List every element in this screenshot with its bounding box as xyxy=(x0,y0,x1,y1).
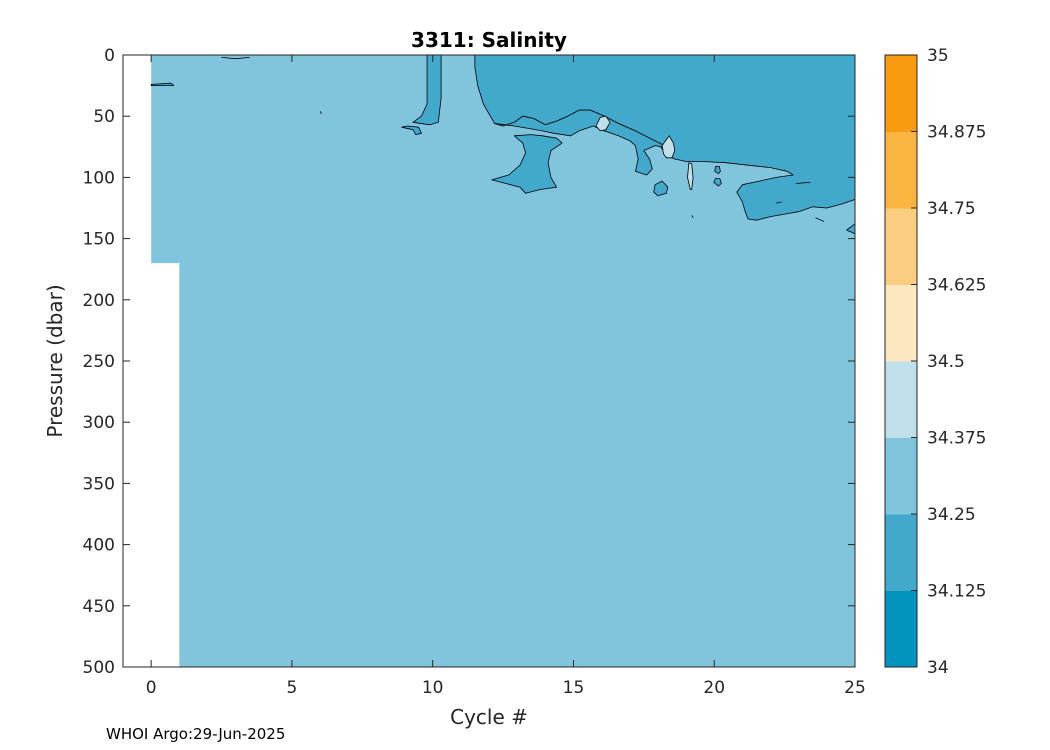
contour-region-3 xyxy=(412,55,442,126)
contour-line-4 xyxy=(815,217,825,222)
colorbar-tick-label: 34.75 xyxy=(927,199,976,219)
contour-line-0 xyxy=(221,57,250,60)
colorbar-swatch xyxy=(885,131,917,209)
y-tick-label: 250 xyxy=(83,352,115,372)
contour-region-7 xyxy=(401,125,422,136)
contour-line-2 xyxy=(795,181,811,184)
salinity-field xyxy=(151,55,855,667)
colorbar-tick-label: 34.25 xyxy=(927,505,976,525)
colorbar-swatch xyxy=(885,514,917,591)
contour-region-1 xyxy=(494,109,670,176)
chart-title: 3311: Salinity xyxy=(411,28,567,52)
colorbar-tick-label: 34 xyxy=(927,658,949,678)
colorbar-tick-label: 34.5 xyxy=(927,352,965,372)
x-tick-label: 20 xyxy=(703,678,725,698)
colorbar-tick-label: 34.125 xyxy=(927,582,986,602)
x-tick-label: 0 xyxy=(146,678,157,698)
y-tick-label: 350 xyxy=(83,474,115,494)
colorbar-tick-label: 35 xyxy=(927,46,949,66)
colorbar-tick-label: 34.375 xyxy=(927,429,986,449)
x-tick-label: 15 xyxy=(563,678,585,698)
contour-region-9 xyxy=(846,223,855,235)
contour-line-5 xyxy=(691,215,694,218)
y-tick-label: 0 xyxy=(104,46,115,66)
contour-region-4 xyxy=(653,180,669,197)
colorbar-swatch xyxy=(885,437,917,515)
colorbar-swatch xyxy=(885,55,917,132)
y-tick-label: 50 xyxy=(93,107,115,127)
x-tick-label: 25 xyxy=(844,678,866,698)
contour-line-1 xyxy=(319,111,322,114)
contour-region-12 xyxy=(687,162,694,191)
footer-note: WHOI Argo:29-Jun-2025 xyxy=(106,725,286,743)
colorbar-tick-label: 34.875 xyxy=(927,123,986,143)
y-tick-label: 100 xyxy=(83,168,115,188)
contour-region-5 xyxy=(713,178,722,187)
contour-line-3 xyxy=(776,201,782,204)
contour-region-8 xyxy=(150,82,175,86)
y-tick-label: 200 xyxy=(83,291,115,311)
y-tick-label: 300 xyxy=(83,413,115,433)
colorbar-swatch xyxy=(885,208,917,285)
contour-region-2 xyxy=(491,134,563,194)
y-tick-label: 450 xyxy=(83,597,115,617)
contour-region-6 xyxy=(714,165,721,175)
x-tick-label: 5 xyxy=(287,678,298,698)
contour-region-10 xyxy=(595,115,611,132)
y-tick-label: 150 xyxy=(83,230,115,250)
colorbar-tick-label: 34.625 xyxy=(927,276,986,296)
contour-region-11 xyxy=(661,135,676,159)
x-tick-label: 10 xyxy=(422,678,444,698)
y-axis-title: Pressure (dbar) xyxy=(43,284,67,437)
y-tick-label: 400 xyxy=(83,536,115,556)
colorbar-swatch xyxy=(885,361,917,438)
colorbar-swatch xyxy=(885,590,917,668)
colorbar-swatch xyxy=(885,284,917,362)
x-axis-title: Cycle # xyxy=(450,705,528,729)
y-tick-label: 500 xyxy=(83,658,115,678)
